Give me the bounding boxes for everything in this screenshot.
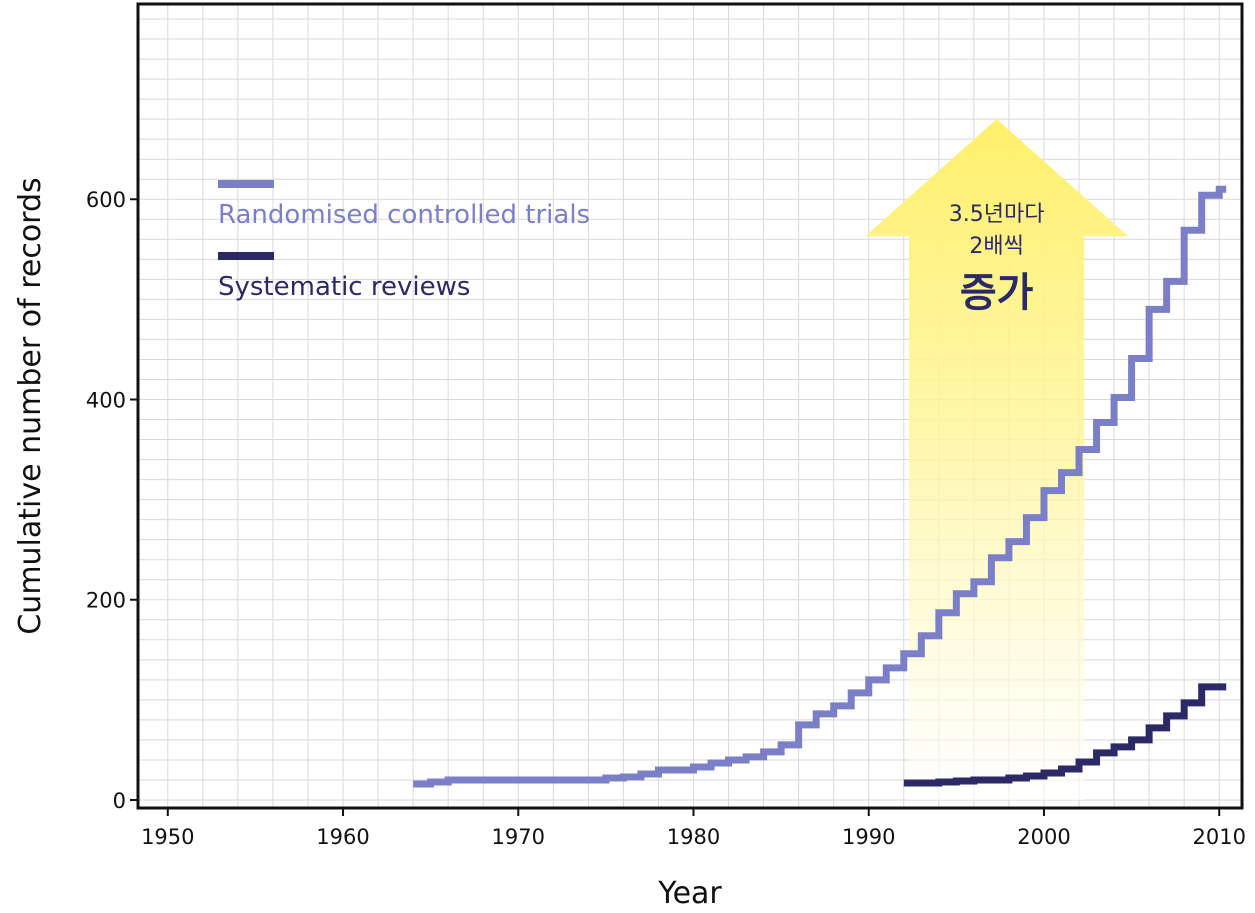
series-line-sr bbox=[903, 683, 1227, 787]
x-tick-label: 1980 bbox=[667, 825, 720, 849]
annotation-line-2: 2배씩 bbox=[969, 234, 1023, 259]
plot-frame bbox=[136, 2, 1244, 810]
growth-arrow bbox=[865, 119, 1129, 800]
axis-ticks: 1950 1960 1970 1980 1990 2000 2010 0 200 400 600 bbox=[86, 188, 1246, 849]
x-axis-title: Year bbox=[657, 876, 722, 911]
legend-label-rct: Randomised controlled trials bbox=[218, 200, 590, 230]
x-tick-label: 1990 bbox=[842, 825, 895, 849]
y-tick-label: 600 bbox=[86, 188, 126, 212]
growth-arrow-shape bbox=[865, 119, 1129, 800]
x-tick-label: 1970 bbox=[492, 825, 545, 849]
y-axis-title: Cumulative number of records bbox=[13, 177, 48, 634]
x-tick-label: 2000 bbox=[1017, 825, 1070, 849]
y-tick-label: 200 bbox=[86, 589, 126, 613]
legend-label-sr: Systematic reviews bbox=[218, 272, 470, 302]
y-tick-label: 0 bbox=[113, 789, 126, 813]
x-tick-label: 1960 bbox=[316, 825, 369, 849]
series-lines bbox=[413, 185, 1227, 788]
x-tick-label: 1950 bbox=[141, 825, 194, 849]
y-tick-label: 400 bbox=[86, 388, 126, 412]
annotation-line-3: 증가 bbox=[960, 270, 1034, 316]
series-line-rct bbox=[413, 185, 1227, 788]
annotation-line-1: 3.5년마다 bbox=[949, 202, 1045, 227]
legend: Randomised controlled trials Systematic … bbox=[218, 180, 590, 302]
x-tick-label: 2010 bbox=[1192, 825, 1245, 849]
